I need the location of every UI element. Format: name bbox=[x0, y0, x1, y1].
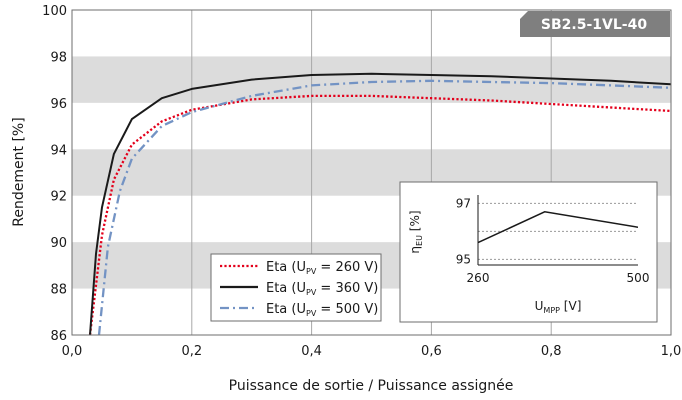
y-tick-label: 90 bbox=[50, 236, 67, 251]
inset-grid bbox=[478, 202, 638, 260]
inset-y-tick-labels: 95 97 bbox=[456, 196, 471, 266]
model-badge: SB2.5-1VL-40 bbox=[520, 11, 670, 37]
inset-y-axis-title: ηEU [%] bbox=[408, 210, 424, 253]
y-tick-label: 88 bbox=[50, 283, 67, 298]
inset-x-axis-title: UMPP [V] bbox=[535, 299, 582, 315]
plot-frame bbox=[71, 9, 672, 336]
x-tick-label: 0,8 bbox=[541, 344, 562, 359]
series-line-2 bbox=[97, 79, 671, 335]
x-tick-label: 0,0 bbox=[62, 344, 83, 359]
inset-x-label-sub: MPP bbox=[543, 306, 560, 315]
model-badge-label: SB2.5-1VL-40 bbox=[541, 17, 647, 33]
inset-box bbox=[399, 181, 658, 323]
inset-series bbox=[478, 211, 638, 244]
inset-chart: 260 500 95 97 UMPP [V] ηEU [%] bbox=[399, 181, 658, 323]
inset-x-label-main: U bbox=[535, 299, 544, 313]
y-tick-label: 96 bbox=[50, 97, 67, 112]
legend-label-0: Eta (UPV = 260 V) bbox=[266, 260, 378, 276]
inset-x-tick-label: 500 bbox=[627, 271, 650, 285]
y-tick-label: 98 bbox=[50, 50, 67, 65]
y-tick-label: 92 bbox=[50, 190, 67, 205]
legend-label-2: Eta (UPV = 500 V) bbox=[266, 302, 378, 318]
inset-x-tick-label: 260 bbox=[467, 271, 490, 285]
x-tick-label: 0,2 bbox=[181, 344, 202, 359]
inset-y-tick-label: 95 bbox=[456, 252, 471, 266]
y-axis-title: Rendement [%] bbox=[11, 117, 27, 226]
main-series bbox=[88, 72, 671, 335]
model-badge-shape bbox=[520, 11, 670, 37]
x-tick-labels: 0,0 0,2 0,4 0,6 0,8 1,0 bbox=[62, 344, 682, 359]
inset-y-tick-label: 97 bbox=[456, 196, 471, 210]
inset-x-tick-labels: 260 500 bbox=[467, 271, 650, 285]
y-tick-label: 94 bbox=[50, 143, 67, 158]
x-tick-label: 0,6 bbox=[421, 344, 442, 359]
inset-x-label-unit: [V] bbox=[560, 299, 581, 313]
inset-y-label-main: η bbox=[408, 246, 422, 254]
inset-y-label-unit: [%] bbox=[408, 210, 422, 235]
inset-series-line-0 bbox=[478, 211, 638, 244]
inset-y-label-sub: EU bbox=[415, 235, 424, 246]
legend: Eta (UPV = 260 V) Eta (UPV = 360 V) Eta (U… bbox=[210, 253, 382, 322]
y-tick-label: 100 bbox=[42, 4, 67, 19]
x-tick-label: 0,4 bbox=[301, 344, 322, 359]
x-axis-title: Puissance de sortie / Puissance assignée bbox=[229, 378, 514, 394]
series-line-0 bbox=[88, 94, 671, 335]
x-tick-label: 1,0 bbox=[661, 344, 682, 359]
series-line-1 bbox=[89, 72, 671, 335]
y-tick-labels: 86 88 90 92 94 96 98 100 bbox=[42, 4, 67, 344]
legend-label-1: Eta (UPV = 360 V) bbox=[266, 281, 378, 297]
y-tick-label: 86 bbox=[50, 329, 67, 344]
